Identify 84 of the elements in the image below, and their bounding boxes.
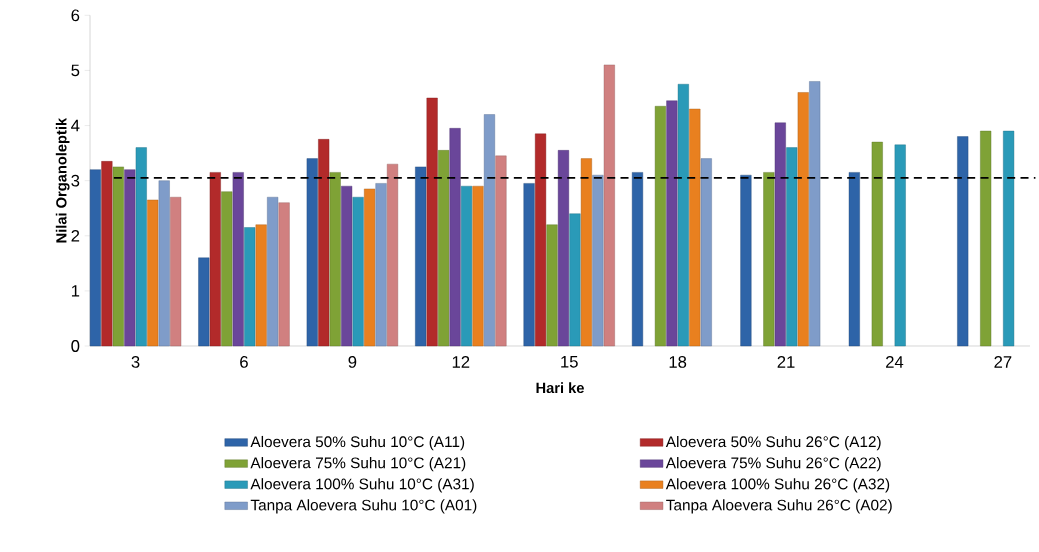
bar <box>170 196 182 347</box>
bar <box>278 202 290 347</box>
bar <box>158 180 170 347</box>
bar <box>124 169 136 347</box>
y-tick-label: 4 <box>71 119 80 132</box>
bar <box>957 136 969 347</box>
bar <box>147 199 159 347</box>
bar <box>786 147 798 347</box>
bar <box>666 100 678 347</box>
y-tick-label: 5 <box>71 64 80 77</box>
legend-label: Tanpa Aloevera Suhu 26°C (A02) <box>666 499 892 514</box>
bar <box>1003 130 1015 347</box>
y-axis-title: Nilai Organoleptik <box>55 117 70 243</box>
y-tick-label: 6 <box>71 9 80 22</box>
bar <box>809 81 821 347</box>
x-tick-label: 21 <box>777 356 795 368</box>
bar <box>461 185 473 347</box>
x-tick-label: 15 <box>561 356 578 368</box>
legend-label: Aloevera 100% Suhu 26°C (A32) <box>665 478 890 493</box>
bar <box>677 84 689 347</box>
bar <box>774 122 786 347</box>
bar <box>352 196 364 347</box>
bar <box>483 114 495 347</box>
bar <box>871 141 883 347</box>
bar <box>894 144 906 347</box>
bar <box>689 108 701 347</box>
bar <box>198 257 210 347</box>
bar <box>580 158 592 347</box>
x-tick-label: 3 <box>131 356 140 368</box>
bar <box>341 185 353 347</box>
bar <box>426 97 438 347</box>
legend-label: Aloevera 50% Suhu 26°C (A12) <box>665 435 881 451</box>
bar <box>438 150 450 347</box>
y-tick-label: 3 <box>71 174 80 187</box>
x-tick-label: 9 <box>348 356 357 368</box>
bar <box>523 183 535 347</box>
legend-label: Tanpa Aloevera Suhu 10°C (A01) <box>250 499 477 514</box>
bar <box>386 163 399 347</box>
legend-label: Aloevera 75% Suhu 10°C (A21) <box>250 457 466 472</box>
bar <box>135 147 147 347</box>
bar <box>112 166 124 347</box>
bar <box>232 172 244 347</box>
bar <box>306 158 318 347</box>
bar <box>848 172 860 347</box>
bar <box>255 224 267 347</box>
bar <box>535 133 547 347</box>
bar <box>101 161 113 347</box>
bar <box>763 172 775 347</box>
bar <box>592 174 604 347</box>
legend-label: Aloevera 100% Suhu 10°C (A31) <box>250 478 474 493</box>
bar <box>267 196 279 347</box>
legend-label: Aloevera 75% Suhu 26°C (A22) <box>665 457 881 472</box>
bar <box>740 174 752 347</box>
bar <box>89 169 101 347</box>
bar <box>495 155 507 347</box>
bar <box>603 64 615 347</box>
x-tick-label: 27 <box>994 356 1012 368</box>
bar <box>797 92 809 347</box>
bar <box>472 185 484 347</box>
y-tick-label: 2 <box>71 229 80 242</box>
bar <box>375 183 387 347</box>
bar <box>415 166 427 347</box>
bar <box>364 188 376 347</box>
bar <box>449 128 461 347</box>
bar <box>569 213 581 347</box>
bar <box>318 139 330 347</box>
bar <box>329 172 341 347</box>
y-tick-label: 0 <box>71 340 80 352</box>
bar <box>546 224 558 347</box>
bar <box>631 172 644 347</box>
x-tick-label: 18 <box>669 356 687 368</box>
bar <box>221 191 233 347</box>
bar <box>700 158 712 347</box>
x-axis-title: Hari ke <box>536 382 584 394</box>
bar <box>980 130 992 347</box>
bar <box>244 227 256 347</box>
bar <box>209 172 221 347</box>
x-tick-label: 6 <box>240 356 248 368</box>
bar <box>654 106 666 347</box>
legend-label: Aloevera 50% Suhu 10°C (A11) <box>250 435 465 451</box>
x-tick-label: 12 <box>452 356 470 368</box>
y-tick-label: 1 <box>71 285 80 297</box>
x-tick-label: 24 <box>886 356 904 368</box>
bar <box>557 150 570 347</box>
